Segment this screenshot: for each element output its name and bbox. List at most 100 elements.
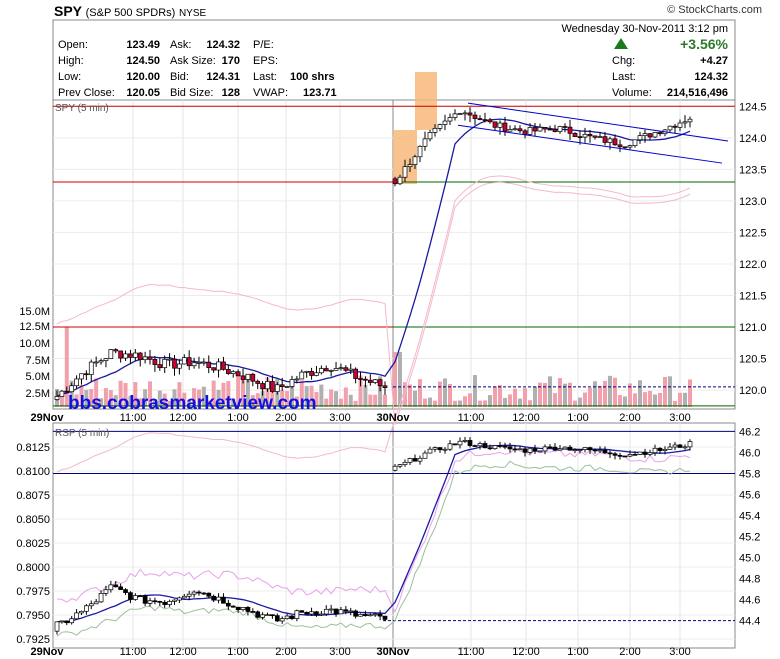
volume-bar	[74, 394, 79, 407]
candle-body	[517, 128, 523, 132]
x-tick-label: 3:00	[329, 412, 350, 424]
volume-bar	[157, 390, 162, 407]
y-tick-label-right: 45.4	[739, 511, 760, 523]
rsp-panel	[52, 422, 736, 649]
volume-bar	[628, 383, 632, 407]
volume-bar	[408, 384, 412, 407]
candle-body	[587, 447, 593, 451]
volume-bar	[503, 397, 507, 407]
x-tick-label: 1:00	[567, 412, 588, 424]
candle-body	[442, 120, 448, 125]
candle-body	[667, 125, 673, 131]
volume-bar	[643, 392, 647, 407]
y-tick-label-left: 0.8100	[16, 466, 50, 478]
volume-bar	[265, 377, 270, 407]
candle-body	[677, 444, 683, 448]
candle-body	[687, 118, 693, 123]
y-tick-label-left: 0.7925	[16, 634, 50, 646]
candle-body	[284, 615, 290, 619]
candle-body	[255, 380, 261, 384]
volume-bar	[533, 386, 537, 407]
candle-body	[427, 132, 433, 140]
candle-body	[522, 130, 528, 135]
candle-body	[482, 119, 488, 121]
candle-body	[527, 448, 533, 453]
x-tick-label: 30Nov	[376, 412, 410, 424]
candle-body	[113, 584, 119, 588]
candle-body	[98, 593, 104, 603]
candle-body	[627, 454, 633, 457]
candle-body	[69, 385, 75, 393]
volume-bar	[294, 396, 299, 407]
candle-body	[472, 114, 478, 119]
volume-tick-label: 7.5M	[26, 355, 50, 367]
candle-body	[497, 122, 503, 128]
x-tick-label: 11:00	[458, 412, 485, 424]
candle-body	[427, 448, 433, 454]
volume-bar	[108, 390, 113, 407]
candle-body	[502, 445, 508, 448]
candle-body	[245, 607, 251, 612]
candle-body	[157, 601, 163, 603]
volume-bar	[683, 392, 687, 407]
volume-bar	[538, 382, 542, 407]
candle-body	[186, 357, 192, 367]
volume-bar	[250, 395, 255, 407]
y-tick-label: 122.0	[739, 259, 767, 271]
volume-bar	[418, 379, 422, 407]
candle-body	[137, 352, 143, 361]
candle-body	[118, 350, 123, 359]
x-tick-label: 2:00	[275, 412, 296, 424]
candle-body	[402, 461, 408, 465]
y-tick-label-left: 0.8125	[16, 442, 50, 454]
volume-bar	[270, 383, 275, 407]
panel-title-spy: SPY (5 min)	[55, 103, 109, 114]
candle-body	[492, 121, 498, 128]
y-tick-label: 124.0	[739, 133, 767, 145]
candle-body	[417, 145, 423, 158]
quote-last: 124.32	[694, 71, 728, 83]
quote-bid-label: Bid:	[170, 71, 189, 83]
candle-body	[367, 614, 373, 617]
volume-bar	[438, 381, 442, 407]
candle-body	[250, 373, 256, 382]
x-tick-label: 3:00	[669, 646, 690, 658]
candle-body	[447, 443, 453, 450]
volume-bar	[187, 400, 192, 407]
y-tick-label: 123.0	[739, 196, 767, 208]
candle-body	[642, 133, 648, 137]
candle-body	[532, 127, 538, 132]
quote-bidsize: 128	[222, 87, 240, 99]
candle-body	[309, 611, 314, 615]
candle-body	[348, 368, 354, 371]
candle-body	[319, 613, 324, 616]
volume-tick-label: 2.5M	[26, 388, 50, 400]
candle-body	[191, 362, 197, 367]
volume-bar	[468, 393, 472, 407]
candle-body	[647, 133, 653, 138]
volume-bar	[673, 400, 677, 407]
volume-bar	[319, 384, 324, 407]
volume-bar	[393, 352, 397, 407]
candle-body	[517, 448, 523, 451]
quote-open: 123.49	[126, 39, 160, 51]
quote-low: 120.00	[126, 71, 160, 83]
candle-body	[162, 358, 168, 369]
candle-body	[353, 368, 358, 379]
x-tick-label: 30Nov	[376, 646, 410, 658]
y-tick-label-right: 45.6	[739, 489, 760, 501]
candle-body	[412, 458, 418, 462]
quote-prev-label: Prev Close:	[58, 87, 115, 99]
candle-body	[274, 615, 280, 622]
candle-body	[54, 396, 60, 400]
candle-body	[507, 129, 513, 132]
volume-bar	[348, 394, 353, 407]
volume-bar	[177, 382, 182, 407]
volume-bar	[241, 380, 246, 407]
candle-body	[672, 444, 678, 448]
quote-vwap-label: VWAP:	[253, 87, 288, 99]
candle-body	[221, 596, 226, 604]
candle-body	[270, 614, 275, 617]
volume-bar	[343, 387, 348, 407]
candle-body	[201, 361, 207, 364]
